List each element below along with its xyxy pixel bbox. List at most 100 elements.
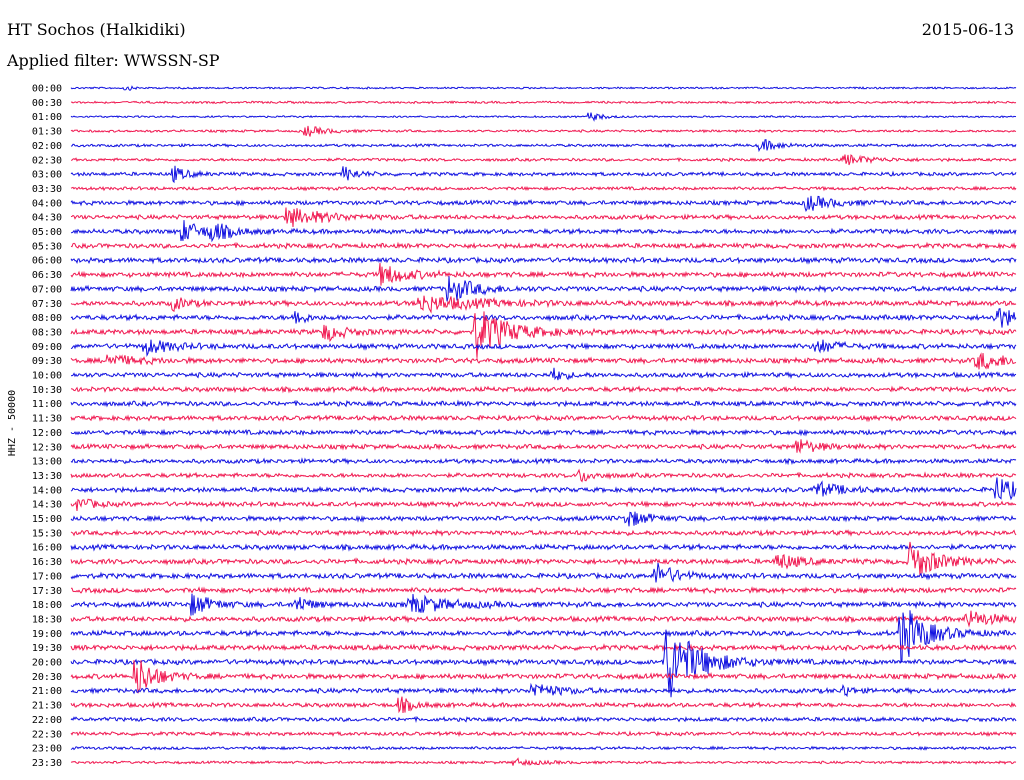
row-time-label: 11:00 [32,399,62,410]
seismic-trace-row [70,185,1017,192]
seismic-trace-row [70,352,1017,370]
row-time-label: 23:30 [32,758,62,769]
seismic-trace-row [70,477,1017,501]
station-title: HT Sochos (Halkidiki) [7,20,186,39]
seismic-trace-row [70,125,1017,137]
seismic-trace-row [70,511,1017,527]
seismic-trace-row [70,542,1017,552]
row-time-label: 04:00 [32,198,62,209]
row-time-label: 17:00 [32,571,62,582]
row-time-label: 16:00 [32,543,62,554]
seismic-trace-row [70,610,1017,628]
seismic-trace-row [70,276,1017,302]
row-time-label: 03:00 [32,170,62,181]
row-time-label: 02:30 [32,155,62,166]
row-time-label: 06:00 [32,256,62,267]
row-time-label: 14:00 [32,485,62,496]
seismic-trace-row [70,541,1017,576]
row-time-label: 01:00 [32,112,62,123]
row-time-label: 19:30 [32,643,62,654]
seismic-trace-row [70,139,1017,153]
seismic-trace-row [70,385,1017,394]
seismic-trace-row [70,468,1017,483]
row-time-label: 22:00 [32,715,62,726]
seismic-trace-row [70,660,1017,694]
row-time-label: 12:30 [32,442,62,453]
seismic-trace-row [70,428,1017,437]
seismic-trace-row [70,682,1017,698]
seismic-trace-row [70,629,1017,698]
seismic-trace-row [70,256,1017,265]
row-time-label: 01:30 [32,127,62,138]
row-time-label: 05:30 [32,241,62,252]
row-time-label: 08:00 [32,313,62,324]
row-time-label: 09:30 [32,356,62,367]
trace-rows: 00:00 00:30 01:00 01:30 02:00 02:30 03:00 03:30… [32,84,1017,769]
row-time-label: 09:00 [32,342,62,353]
seismic-trace-row [70,165,1017,184]
seismic-trace-row [70,414,1017,423]
row-time-label: 18:30 [32,614,62,625]
row-time-label: 02:00 [32,141,62,152]
seismic-trace-row [70,220,1017,243]
row-time-label: 10:30 [32,385,62,396]
row-time-label: 00:30 [32,98,62,109]
seismic-trace-row [70,367,1017,381]
seismic-trace-row [70,593,1017,616]
seismic-trace-row [70,715,1017,723]
seismic-trace-row [70,528,1017,538]
seismic-trace-row [70,339,1017,357]
seismic-trace-row [70,100,1017,105]
row-time-label: 21:30 [32,701,62,712]
row-time-label: 00:00 [32,84,62,95]
row-time-label: 15:00 [32,514,62,525]
seismic-trace-row [70,85,1017,91]
seismic-trace-row [70,757,1017,767]
row-time-label: 22:30 [32,729,62,740]
seismic-trace-row [70,562,1017,583]
row-time-label: 10:00 [32,371,62,382]
row-time-label: 08:30 [32,327,62,338]
row-time-label: 20:30 [32,672,62,683]
row-time-label: 19:00 [32,629,62,640]
seismic-trace-row [70,154,1017,166]
seismic-trace-row [70,745,1017,751]
seismic-trace-row [71,586,1017,595]
seismic-trace-row [70,457,1017,466]
row-time-label: 18:00 [32,600,62,611]
row-time-label: 11:30 [32,414,62,425]
seismic-trace-row [70,207,1017,228]
row-time-label: 15:30 [32,528,62,539]
seismic-trace-row [70,195,1017,213]
date-label: 2015-06-13 [921,20,1014,39]
seismic-trace-row [70,295,1017,314]
row-time-label: 05:00 [32,227,62,238]
row-time-label: 23:00 [32,744,62,755]
seismic-trace-row [70,311,1017,358]
seismic-trace-row [70,439,1017,454]
row-time-label: 03:30 [32,184,62,195]
row-time-label: 16:30 [32,557,62,568]
row-time-label: 14:30 [32,500,62,511]
y-axis-label: HHZ - 50000 [7,390,18,456]
row-time-label: 04:30 [32,213,62,224]
seismic-trace-row [70,308,1017,328]
seismic-trace-row [70,730,1017,738]
seismic-trace-row [70,262,1017,286]
seismic-trace-row [70,399,1017,408]
seismic-trace-row [70,498,1017,512]
filter-label: Applied filter: WWSSN-SP [7,51,220,70]
seismic-trace-row [70,643,1017,653]
row-time-label: 12:00 [32,428,62,439]
seismic-trace-row [70,112,1017,122]
row-time-label: 13:00 [32,457,62,468]
seismic-trace-row [70,696,1017,714]
row-time-label: 20:00 [32,658,62,669]
row-time-label: 17:30 [32,586,62,597]
row-time-label: 06:30 [32,270,62,281]
seismic-trace-row [70,610,1017,664]
row-time-label: 07:00 [32,284,62,295]
seismic-trace-row [70,241,1017,250]
row-time-label: 21:00 [32,686,62,697]
